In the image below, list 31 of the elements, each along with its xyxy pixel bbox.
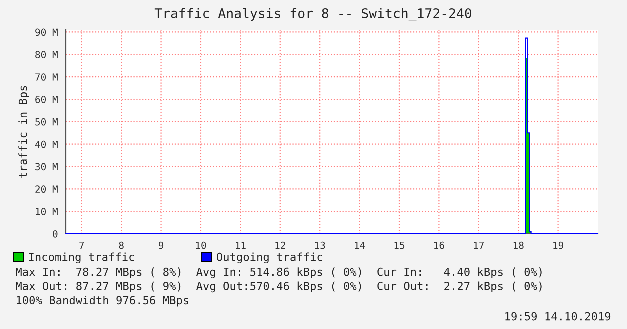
x-tick-label: 18 xyxy=(514,242,524,250)
y-tick-label: 50 M xyxy=(36,118,58,126)
text: Max Out: 87.27 MBps ( 9%) Avg Out:570.46 kBps ( 0%) Cur Out: 2.27 kBps ( 0%) xyxy=(16,282,542,293)
y-tick-label: 90 M xyxy=(36,28,58,36)
y-tick-label: 60 M xyxy=(36,96,58,104)
x-tick-label: 13 xyxy=(315,242,326,250)
y-tick-label: 20 M xyxy=(36,186,58,194)
y-tick-label: 30 M xyxy=(36,163,58,171)
y-tick-label: 80 M xyxy=(36,51,58,59)
chart-title: Traffic Analysis for 8 -- Switch_172-240 xyxy=(154,8,472,22)
y-tick-label: 40 M xyxy=(35,140,58,148)
x-tick-label: 16 xyxy=(434,242,444,250)
legend-label: Outgoing traffic xyxy=(217,252,322,264)
x-tick-label: 17 xyxy=(474,242,484,250)
x-tick-label: 11 xyxy=(236,242,246,250)
x-tick-label: 8 xyxy=(119,242,124,250)
y-axis-title: traffic in Bps xyxy=(18,86,30,178)
text: 100% Bandwidth 976.56 MBps xyxy=(17,296,188,307)
y-tick-label: 70 M xyxy=(36,74,58,81)
x-tick-label: 10 xyxy=(196,242,206,250)
text: Max In: 78.27 MBps ( 8%) Avg In: 514.86 kBps ( 0%) Cur In: 4.40 kBps ( 0%) xyxy=(16,268,542,278)
y-tick-label: 0 xyxy=(53,230,58,238)
y-tick-label: 10 M xyxy=(36,208,58,216)
x-tick-label: 15 xyxy=(394,242,405,250)
x-tick-label: 12 xyxy=(276,242,286,250)
x-tick-label: 7 xyxy=(80,242,84,250)
x-tick-label: 14 xyxy=(355,242,366,250)
x-tick-label: 9 xyxy=(158,242,164,250)
legend-label: Incoming traffic xyxy=(29,252,134,264)
x-tick-label: 19 xyxy=(554,242,564,250)
text: 19:59 14.10.2019 xyxy=(506,312,611,321)
